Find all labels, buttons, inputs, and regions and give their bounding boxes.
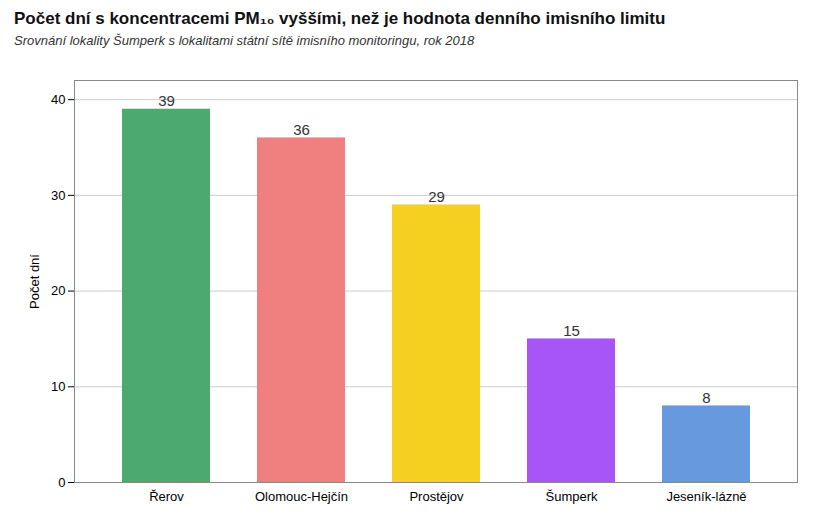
svg-text:0: 0 — [58, 474, 65, 489]
svg-text:Řerov: Řerov — [149, 488, 184, 503]
svg-text:Olomouc-Hejčín: Olomouc-Hejčín — [255, 488, 348, 503]
svg-text:8: 8 — [702, 388, 710, 405]
html-text:Počet dní s koncentracemi PM₁₀: Počet dní s koncentracemi PM₁₀ vyššími, … — [14, 9, 666, 28]
svg-text:29: 29 — [428, 187, 445, 204]
svg-text:30: 30 — [51, 187, 65, 202]
svg-text:Jeseník-lázně: Jeseník-lázně — [666, 488, 746, 503]
svg-text:Šumperk: Šumperk — [545, 488, 598, 503]
svg-text:10: 10 — [51, 378, 65, 393]
svg-text:39: 39 — [158, 92, 175, 109]
svg-text:Prostějov: Prostějov — [409, 488, 464, 503]
svg-text:40: 40 — [51, 91, 65, 106]
svg-text:36: 36 — [293, 120, 310, 137]
svg-text:20: 20 — [51, 283, 65, 298]
svg-text:15: 15 — [563, 321, 580, 338]
html-text:Srovnání lokality Šumperk s lo: Srovnání lokality Šumperk s lokalitami s… — [14, 33, 475, 49]
svg-text:Počet dní: Počet dní — [27, 253, 42, 308]
